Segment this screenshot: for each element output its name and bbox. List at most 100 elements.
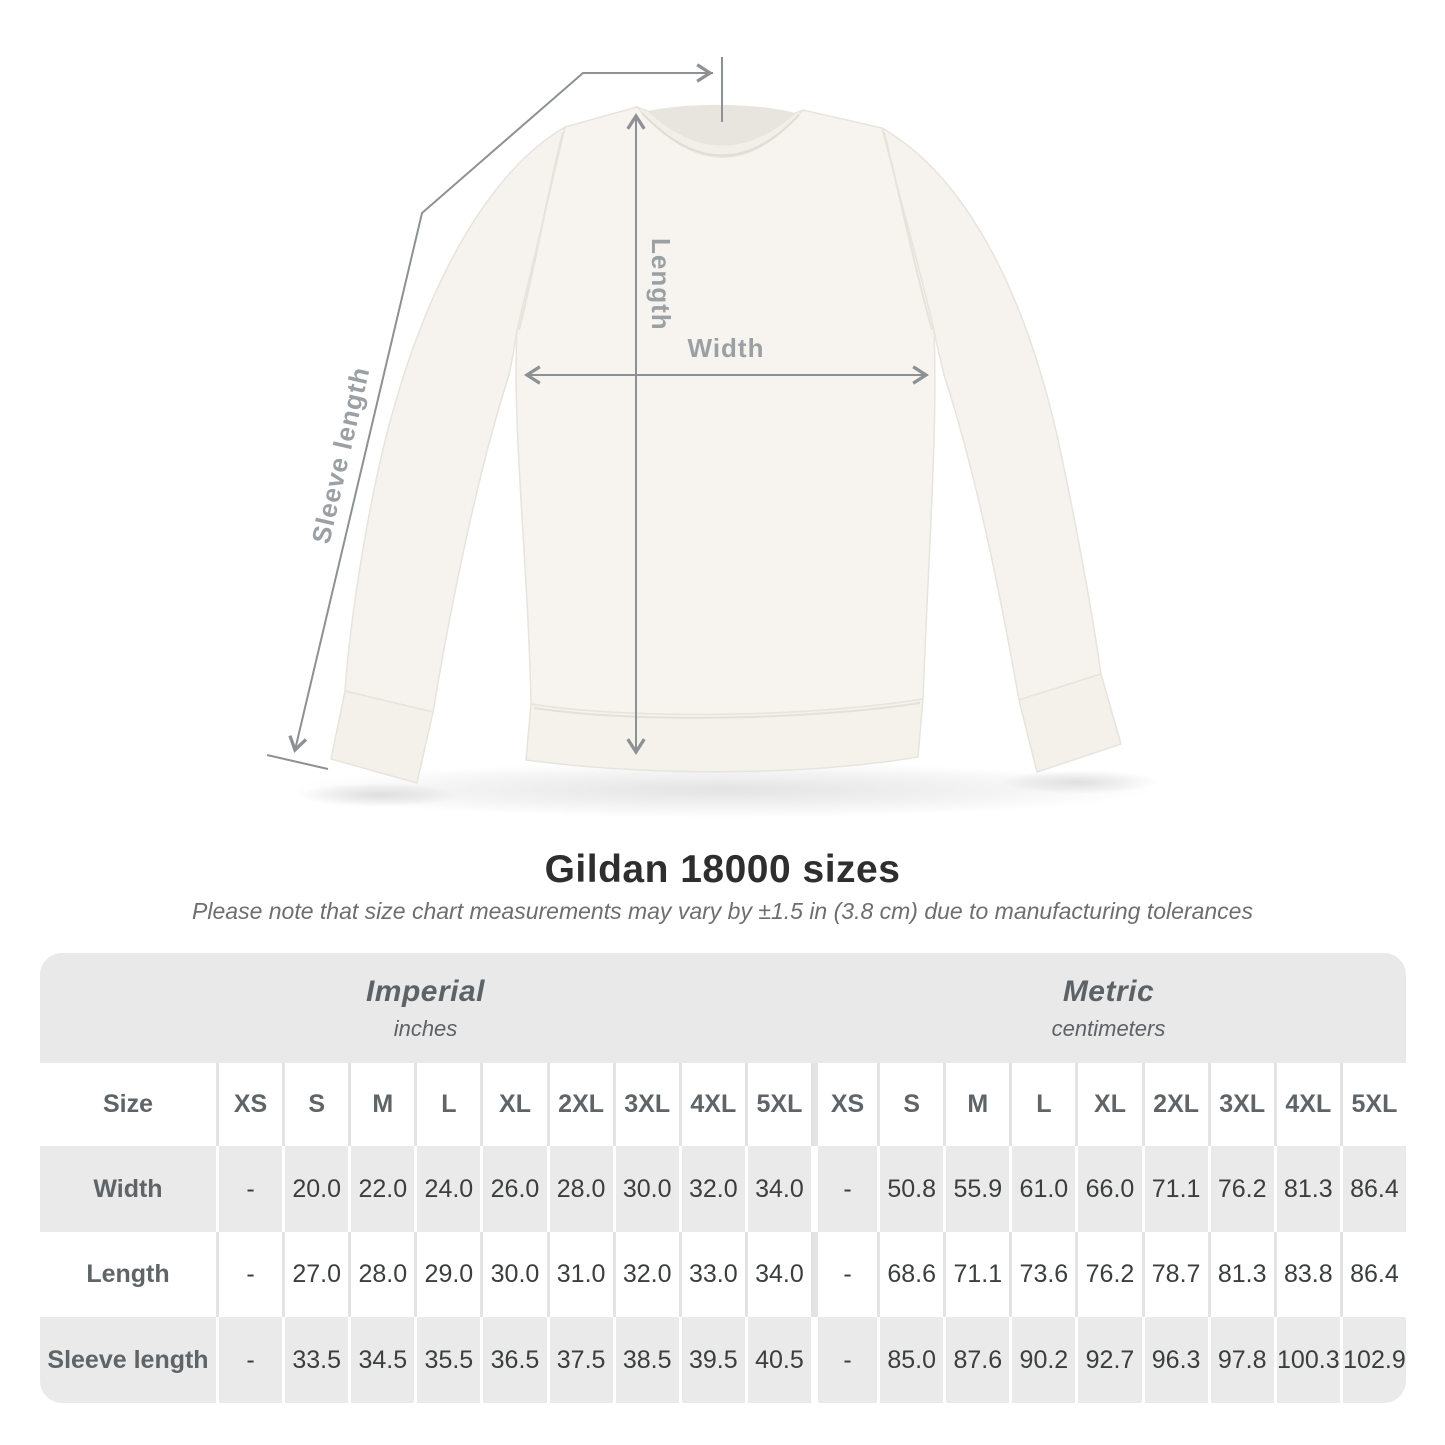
collar-opening xyxy=(648,104,795,146)
metric-group-header: Metric centimeters xyxy=(811,953,1406,1063)
measurement-cell-metric: 87.6 xyxy=(943,1317,1010,1403)
measurement-cell-imperial: 29.0 xyxy=(414,1232,481,1317)
measurement-cell-imperial: 27.0 xyxy=(282,1232,349,1317)
measurement-lines xyxy=(266,57,930,770)
collar-seam xyxy=(641,112,800,157)
metric-group-title: Metric xyxy=(1062,974,1155,1008)
measurement-cell-metric: 83.8 xyxy=(1273,1232,1340,1317)
measurement-cell-imperial: 38.5 xyxy=(612,1317,679,1403)
size-header-imperial: XS xyxy=(216,1063,283,1146)
measurement-cell-imperial: 26.0 xyxy=(480,1146,547,1232)
measurement-cell-metric: 100.3 xyxy=(1273,1317,1340,1403)
size-table-grid: Size XS S M L XL 2XL 3XL 4XL 5XL XS S M L XL 2XL 3XL 4XL 5… xyxy=(40,1063,1406,1403)
measurement-cell-imperial: 37.5 xyxy=(546,1317,613,1403)
measurement-cell-imperial: 28.0 xyxy=(546,1146,613,1232)
size-header-imperial: 2XL xyxy=(546,1063,613,1146)
measurement-cell-metric: - xyxy=(811,1232,878,1317)
size-column-header: Size xyxy=(40,1063,216,1146)
imperial-group-header: Imperial inches xyxy=(40,953,811,1063)
measurement-cell-imperial: 39.5 xyxy=(678,1317,745,1403)
measurement-cell-metric: - xyxy=(811,1146,878,1232)
measurement-cell-imperial: 35.5 xyxy=(414,1317,481,1403)
cuff-shadow-right xyxy=(1000,770,1160,794)
cuff-left xyxy=(330,690,434,784)
armhole-seam-right xyxy=(883,131,933,331)
measurement-cell-imperial: 33.0 xyxy=(678,1232,745,1317)
unit-group-band: Imperial inches Metric centimeters xyxy=(40,953,1406,1063)
measurement-cell-imperial: 20.0 xyxy=(282,1146,349,1232)
imperial-group-unit: inches xyxy=(393,1015,458,1041)
imperial-group-title: Imperial xyxy=(365,974,486,1008)
measurement-cell-imperial: 28.0 xyxy=(348,1232,415,1317)
measurement-cell-metric: 97.8 xyxy=(1207,1317,1274,1403)
size-header-metric: 4XL xyxy=(1273,1063,1340,1146)
sweatshirt-body xyxy=(515,106,936,716)
cuff-right xyxy=(1018,673,1122,773)
measurement-cell-imperial: 34.0 xyxy=(744,1146,811,1232)
measurement-cell-metric: 85.0 xyxy=(877,1317,944,1403)
cuff-shadow-left xyxy=(298,783,458,807)
measurement-cell-imperial: 32.0 xyxy=(612,1232,679,1317)
size-header-imperial: 5XL xyxy=(744,1063,811,1146)
measurement-cell-imperial: 24.0 xyxy=(414,1146,481,1232)
measurement-cell-imperial: 33.5 xyxy=(282,1317,349,1403)
size-header-imperial: 4XL xyxy=(678,1063,745,1146)
measurement-cell-metric: 71.1 xyxy=(943,1232,1010,1317)
measurement-cell-imperial: 36.5 xyxy=(480,1317,547,1403)
measurement-cell-imperial: 40.5 xyxy=(744,1317,811,1403)
measurement-cell-metric: 66.0 xyxy=(1075,1146,1142,1232)
measurement-cell-imperial: 34.5 xyxy=(348,1317,415,1403)
size-header-imperial: S xyxy=(282,1063,349,1146)
measurement-cell-imperial: 30.0 xyxy=(480,1232,547,1317)
size-header-metric: S xyxy=(877,1063,944,1146)
sweatshirt-measurement-diagram: Length Width Sleeve length xyxy=(266,57,1160,818)
measurement-cell-metric: 81.3 xyxy=(1273,1146,1340,1232)
size-header-metric: L xyxy=(1009,1063,1076,1146)
size-header-metric: M xyxy=(943,1063,1010,1146)
measurement-cell-metric: 76.2 xyxy=(1207,1146,1274,1232)
measurement-cell-imperial: 30.0 xyxy=(612,1146,679,1232)
measurement-cell-metric: 92.7 xyxy=(1075,1317,1142,1403)
length-label: Length xyxy=(646,238,676,331)
measurement-cell-imperial: 32.0 xyxy=(678,1146,745,1232)
measurement-cell-metric: 71.1 xyxy=(1141,1146,1208,1232)
tolerance-note: Please note that size chart measurements… xyxy=(192,898,1253,924)
size-header-metric: 2XL xyxy=(1141,1063,1208,1146)
size-header-imperial: 3XL xyxy=(612,1063,679,1146)
measurement-cell-imperial: 31.0 xyxy=(546,1232,613,1317)
size-header-metric: XS xyxy=(811,1063,878,1146)
measurement-cell-imperial: - xyxy=(216,1232,283,1317)
waistband-seam xyxy=(533,702,921,719)
sweatshirt-sleeve-right xyxy=(880,126,1102,701)
size-header-metric: 5XL xyxy=(1339,1063,1406,1146)
measurement-cell-imperial: 34.0 xyxy=(744,1232,811,1317)
row-label: Sleeve length xyxy=(40,1317,216,1403)
measurement-cell-metric: - xyxy=(811,1317,878,1403)
measurement-cell-metric: 96.3 xyxy=(1141,1317,1208,1403)
measurement-cell-imperial: - xyxy=(216,1317,283,1403)
row-label: Width xyxy=(40,1146,216,1232)
measurement-cell-metric: 90.2 xyxy=(1009,1317,1076,1403)
page-title: Gildan 18000 sizes xyxy=(544,848,901,891)
size-header-imperial: XL xyxy=(480,1063,547,1146)
width-label: Width xyxy=(688,333,765,363)
size-table: Imperial inches Metric centimeters Size X… xyxy=(40,953,1406,1403)
measurement-cell-imperial: 22.0 xyxy=(348,1146,415,1232)
sleeve-end-tick xyxy=(266,754,329,770)
measurement-cell-metric: 73.6 xyxy=(1009,1232,1076,1317)
measurement-cell-metric: 86.4 xyxy=(1339,1232,1406,1317)
size-header-imperial: L xyxy=(414,1063,481,1146)
ground-shadow xyxy=(292,762,1152,818)
measurement-cell-metric: 86.4 xyxy=(1339,1146,1406,1232)
measurement-cell-metric: 68.6 xyxy=(877,1232,944,1317)
size-header-imperial: M xyxy=(348,1063,415,1146)
measurement-cell-metric: 50.8 xyxy=(877,1146,944,1232)
measurement-cell-metric: 78.7 xyxy=(1141,1232,1208,1317)
measurement-cell-metric: 102.9 xyxy=(1339,1317,1406,1403)
measurement-cell-metric: 81.3 xyxy=(1207,1232,1274,1317)
size-header-metric: 3XL xyxy=(1207,1063,1274,1146)
metric-group-unit: centimeters xyxy=(1051,1015,1166,1041)
measurement-cell-imperial: - xyxy=(216,1146,283,1232)
sweatshirt-sleeve-left xyxy=(344,125,567,713)
